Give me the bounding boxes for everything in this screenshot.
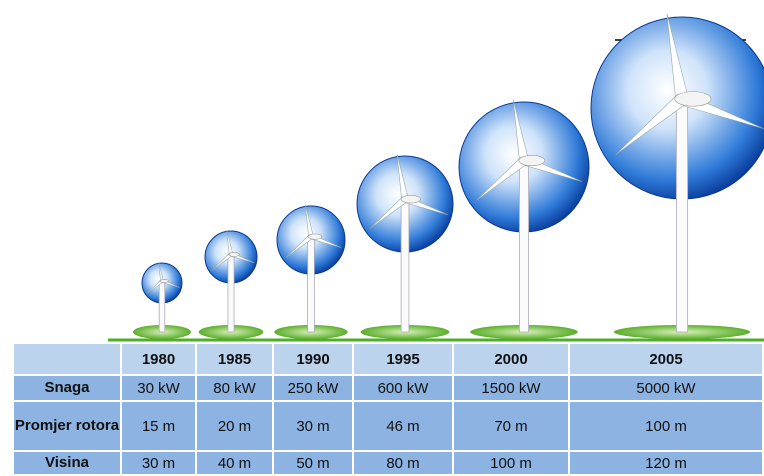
value-cell: 100 m bbox=[452, 450, 570, 476]
value-cell: 30 m bbox=[120, 450, 197, 476]
value-cell: 40 m bbox=[195, 450, 274, 476]
value-cell: 70 m bbox=[452, 400, 570, 452]
nacelle bbox=[160, 279, 169, 283]
tower bbox=[675, 98, 689, 333]
nacelle bbox=[400, 195, 421, 204]
row-label: Visina bbox=[12, 450, 122, 476]
tower bbox=[307, 236, 315, 333]
row-label: Promjer rotora bbox=[12, 400, 122, 452]
nacelle bbox=[518, 155, 546, 167]
year-header: 1985 bbox=[195, 342, 274, 376]
spec-table: 1980 1985 1990 1995 2000 2005 Snaga 30 kW 80 kW 2… bbox=[12, 342, 764, 476]
corner-cell bbox=[12, 342, 122, 376]
tower bbox=[400, 198, 410, 333]
value-cell: 80 m bbox=[352, 450, 454, 476]
value-cell: 30 m bbox=[272, 400, 354, 452]
value-cell: 80 kW bbox=[195, 374, 274, 402]
tower bbox=[519, 160, 530, 333]
nacelle bbox=[674, 91, 712, 107]
year-header: 2005 bbox=[568, 342, 764, 376]
tower bbox=[158, 280, 166, 333]
table-row: Visina 30 m 40 m 50 m 80 m 100 m 120 m bbox=[12, 450, 764, 476]
value-cell: 1500 kW bbox=[452, 374, 570, 402]
year-header: 2000 bbox=[452, 342, 570, 376]
value-cell: 120 m bbox=[568, 450, 764, 476]
table-row: Snaga 30 kW 80 kW 250 kW 600 kW 1500 kW 5000 k… bbox=[12, 374, 764, 402]
header-row: 1980 1985 1990 1995 2000 2005 bbox=[12, 342, 764, 376]
value-cell: 250 kW bbox=[272, 374, 354, 402]
value-cell: 20 m bbox=[195, 400, 274, 452]
value-cell: 15 m bbox=[120, 400, 197, 452]
tower bbox=[227, 253, 235, 333]
year-header: 1995 bbox=[352, 342, 454, 376]
row-label: Snaga bbox=[12, 374, 122, 402]
value-cell: 600 kW bbox=[352, 374, 454, 402]
value-cell: 50 m bbox=[272, 450, 354, 476]
value-cell: 30 kW bbox=[120, 374, 197, 402]
nacelle bbox=[307, 233, 323, 240]
nacelle bbox=[228, 252, 240, 257]
table-row: Promjer rotora 15 m 20 m 30 m 46 m 70 m 100 m bbox=[12, 400, 764, 452]
value-cell: 5000 kW bbox=[568, 374, 764, 402]
value-cell: 100 m bbox=[568, 400, 764, 452]
year-header: 1980 bbox=[120, 342, 197, 376]
value-cell: 46 m bbox=[352, 400, 454, 452]
year-header: 1990 bbox=[272, 342, 354, 376]
